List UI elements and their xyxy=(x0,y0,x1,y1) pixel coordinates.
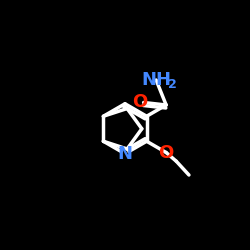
Text: O: O xyxy=(158,144,174,162)
Text: 2: 2 xyxy=(168,78,177,91)
Text: N: N xyxy=(118,145,132,163)
Text: NH: NH xyxy=(141,71,171,89)
Text: O: O xyxy=(132,94,148,112)
